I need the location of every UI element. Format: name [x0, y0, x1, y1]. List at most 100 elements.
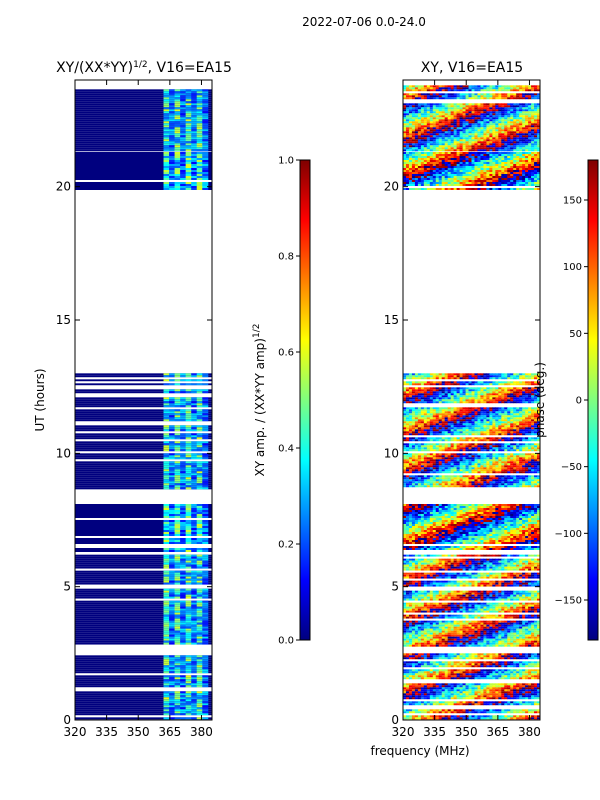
heatmap-cell — [438, 703, 443, 706]
heatmap-cell — [492, 693, 496, 696]
heatmap-cell — [169, 433, 176, 436]
heatmap-cell — [196, 441, 203, 444]
heatmap-cell — [196, 427, 203, 430]
heatmap-cell — [471, 566, 475, 569]
heatmap-cell — [191, 600, 198, 603]
heatmap-cell — [459, 630, 464, 633]
heatmap-cell — [501, 638, 505, 641]
heatmap-cell — [405, 691, 410, 694]
heatmap-cell — [169, 592, 176, 595]
heatmap-cell — [174, 508, 181, 510]
heatmap-cell — [429, 691, 434, 694]
heatmap-cell — [528, 606, 532, 609]
heatmap-cell — [528, 644, 532, 647]
heatmap-cell — [191, 435, 198, 438]
heatmap-cell — [468, 606, 472, 609]
heatmap-cell — [456, 572, 461, 575]
heatmap-cell — [180, 174, 187, 176]
heatmap-cell — [495, 582, 499, 585]
heatmap-cell — [495, 558, 499, 561]
heatmap-cell — [495, 608, 499, 611]
heatmap-cell — [202, 129, 209, 132]
heatmap-cell — [180, 717, 187, 720]
heatmap-cell — [180, 624, 187, 627]
heatmap-cell — [492, 560, 496, 563]
heatmap-cell — [516, 673, 520, 676]
heatmap-cell — [522, 642, 526, 645]
heatmap-cell — [489, 655, 493, 658]
heatmap-cell — [202, 127, 209, 130]
heatmap-cell — [489, 606, 493, 609]
heatmap-cell — [191, 172, 198, 174]
heatmap-cell — [414, 687, 419, 690]
heatmap-cell — [180, 95, 187, 98]
heatmap-cell — [202, 693, 209, 696]
heatmap-cell — [185, 578, 192, 581]
heatmap-cell — [456, 594, 461, 597]
heatmap-cell — [519, 624, 523, 627]
heatmap-cell — [537, 568, 540, 571]
heatmap-cell — [420, 604, 425, 607]
heatmap-cell — [447, 693, 452, 696]
heatmap-cell — [444, 642, 449, 645]
heatmap-cell — [202, 417, 209, 420]
heatmap-cell — [169, 485, 176, 488]
heatmap-cell — [202, 145, 209, 148]
heatmap-cell — [462, 610, 467, 613]
heatmap-cell — [525, 626, 529, 629]
heatmap-cell — [196, 554, 203, 557]
heatmap-cell — [420, 620, 425, 623]
heatmap-cell — [196, 701, 203, 704]
heatmap-cell — [477, 610, 481, 613]
heatmap-row — [75, 574, 212, 577]
heatmap-cell — [528, 642, 532, 645]
heatmap-cell — [163, 483, 170, 486]
heatmap-cell — [435, 562, 440, 565]
heatmap-cell — [432, 657, 437, 660]
heatmap-cell — [420, 661, 425, 664]
heatmap-cell — [447, 596, 452, 599]
heatmap-cell — [531, 691, 535, 694]
heatmap-cell — [459, 576, 464, 579]
heatmap-cell — [185, 554, 192, 557]
heatmap-cell — [180, 463, 187, 466]
heatmap-cell — [423, 562, 428, 565]
heatmap-cell — [191, 580, 198, 583]
heatmap-cell — [191, 443, 198, 446]
heatmap-cell — [202, 622, 209, 625]
heatmap-cell — [522, 596, 526, 599]
heatmap-cell — [435, 689, 440, 692]
heatmap-cell — [522, 661, 526, 664]
heatmap-cell — [480, 506, 484, 508]
heatmap-cell — [163, 449, 170, 452]
heatmap-cell — [191, 105, 198, 108]
heatmap-cell — [534, 620, 538, 623]
heatmap-cell — [435, 574, 440, 577]
heatmap-cell — [174, 379, 181, 382]
heatmap-cell — [444, 634, 449, 637]
heatmap-cell — [480, 624, 484, 627]
heatmap-cell — [163, 683, 170, 686]
heatmap-cell — [498, 592, 502, 595]
heatmap-cell — [438, 562, 443, 565]
heatmap-cell — [438, 657, 443, 660]
heatmap-cell — [531, 695, 535, 698]
heatmap-cell — [516, 632, 520, 635]
y-tick-label: 0 — [63, 713, 71, 727]
heatmap-cell — [426, 709, 431, 712]
heatmap-cell — [202, 115, 209, 118]
heatmap-cell — [202, 429, 209, 432]
heatmap-cell — [468, 693, 472, 696]
heatmap-cell — [417, 580, 422, 583]
heatmap-cell — [489, 626, 493, 629]
heatmap-cell — [202, 475, 209, 478]
heatmap-cell — [537, 514, 540, 516]
heatmap-cell — [169, 487, 176, 490]
heatmap-cell — [531, 582, 535, 585]
heatmap-cell — [537, 657, 540, 660]
heatmap-cell — [465, 683, 470, 686]
heatmap-cell — [531, 671, 535, 674]
heatmap-cell — [185, 630, 192, 633]
heatmap-cell — [480, 683, 484, 686]
heatmap-cell — [403, 683, 407, 686]
